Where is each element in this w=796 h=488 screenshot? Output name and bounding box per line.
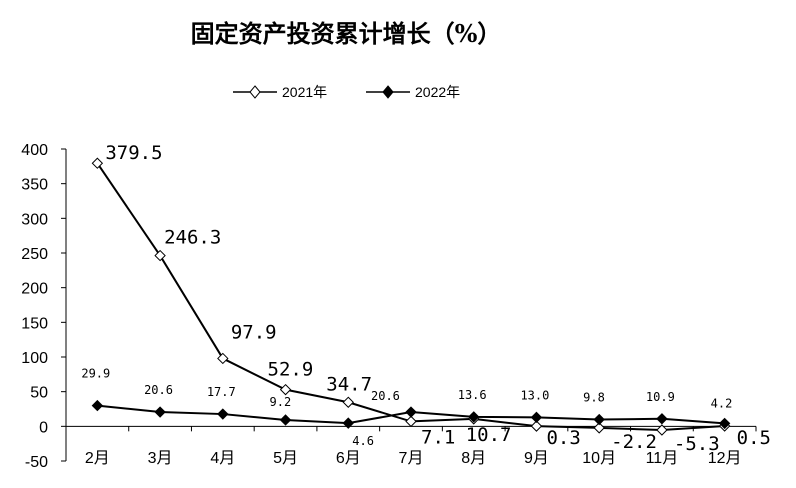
data-point <box>593 422 605 434</box>
data-point <box>217 352 229 365</box>
x-tick-label: 8月 <box>461 450 486 467</box>
data-point <box>718 417 731 430</box>
data-point <box>405 415 417 428</box>
x-tick-label: 7月 <box>399 450 424 467</box>
data-label-2022: 4.2 <box>711 396 733 410</box>
legend: 2021年 2022年 <box>233 84 460 100</box>
data-point <box>154 406 166 418</box>
data-point <box>91 399 104 412</box>
y-tick-label: 200 <box>21 281 48 298</box>
data-label-2021: 10.7 <box>466 424 512 446</box>
legend-item-2021: 2021年 <box>233 84 327 100</box>
x-tick-label: 2月 <box>85 450 110 467</box>
x-tick-label: 6月 <box>336 450 361 467</box>
data-point <box>468 411 480 423</box>
x-tick-label: 10月 <box>582 450 616 467</box>
data-point <box>91 157 104 169</box>
data-point <box>342 396 354 408</box>
y-tick-label: 0 <box>39 419 48 436</box>
y-tick-label: 100 <box>21 350 48 367</box>
data-point <box>342 417 354 429</box>
data-point <box>279 383 292 396</box>
data-label-2022: 17.7 <box>207 385 236 399</box>
data-label-2022: 29.9 <box>81 367 110 381</box>
chart-title: 固定资产投资累计增长（%） <box>191 19 502 48</box>
x-tick-label: 9月 <box>524 450 549 467</box>
data-point <box>154 249 166 262</box>
y-tick-label: 50 <box>30 385 48 402</box>
y-axis: 400 350 300 250 200 150 100 50 0 -50 <box>21 142 67 471</box>
x-tick-label: 11月 <box>646 450 679 467</box>
x-tick-label: 4月 <box>210 450 235 467</box>
y-tick-label: -50 <box>25 454 48 471</box>
data-label-2021: 0.5 <box>737 427 771 449</box>
data-label-2021: 0.3 <box>546 427 580 449</box>
series-line-2021年 <box>96 162 725 432</box>
data-label-2021: 246.3 <box>164 227 221 249</box>
data-point <box>405 406 417 418</box>
legend-label-2022: 2022年 <box>415 84 460 100</box>
y-tick-label: 300 <box>21 211 48 228</box>
data-labels-2021: 379.5 246.3 97.9 52.9 34.7 7.1 10.7 0.3 -2.2 -5.3… <box>105 142 771 455</box>
y-tick-label: 400 <box>21 142 48 159</box>
data-point <box>656 413 668 425</box>
data-label-2022: 9.2 <box>270 395 292 409</box>
data-label-2022: 13.6 <box>458 388 487 402</box>
data-label-2021: 7.1 <box>421 426 455 448</box>
data-point <box>530 411 543 424</box>
legend-marker-2021 <box>249 85 261 99</box>
data-label-2022: 13.0 <box>520 388 549 402</box>
legend-item-2022: 2022年 <box>366 84 460 100</box>
x-tick-label: 12月 <box>708 450 742 467</box>
data-point <box>217 408 229 420</box>
y-tick-label: 350 <box>21 177 48 194</box>
data-point <box>279 414 292 426</box>
data-label-2021: 379.5 <box>105 142 162 164</box>
data-point <box>656 424 668 436</box>
x-tick-label: 5月 <box>273 450 298 467</box>
data-label-2021: 52.9 <box>268 359 314 381</box>
data-label-2022: 20.6 <box>144 383 173 397</box>
data-labels-2022: 29.9 20.6 17.7 9.2 4.6 20.6 13.6 13.0 9.8 10.9 4.2 <box>81 367 732 449</box>
series-2021 <box>91 157 731 436</box>
y-tick-label: 150 <box>21 315 48 332</box>
x-tick-label: 3月 <box>148 450 173 467</box>
data-label-2022: 10.9 <box>646 390 675 404</box>
series-2022 <box>91 399 731 430</box>
data-point <box>530 420 543 432</box>
data-label-2022: 20.6 <box>371 389 400 403</box>
legend-label-2021: 2021年 <box>282 84 327 100</box>
legend-marker-2022 <box>382 85 394 99</box>
data-label-2021: -5.3 <box>674 433 720 455</box>
data-label-2022: 4.6 <box>352 434 374 448</box>
data-label-2021: -2.2 <box>611 431 657 453</box>
data-label-2021: 34.7 <box>326 373 372 395</box>
data-label-2021: 97.9 <box>231 321 277 343</box>
y-tick-label: 250 <box>21 246 48 263</box>
data-point <box>593 413 605 426</box>
data-label-2022: 9.8 <box>583 391 605 405</box>
